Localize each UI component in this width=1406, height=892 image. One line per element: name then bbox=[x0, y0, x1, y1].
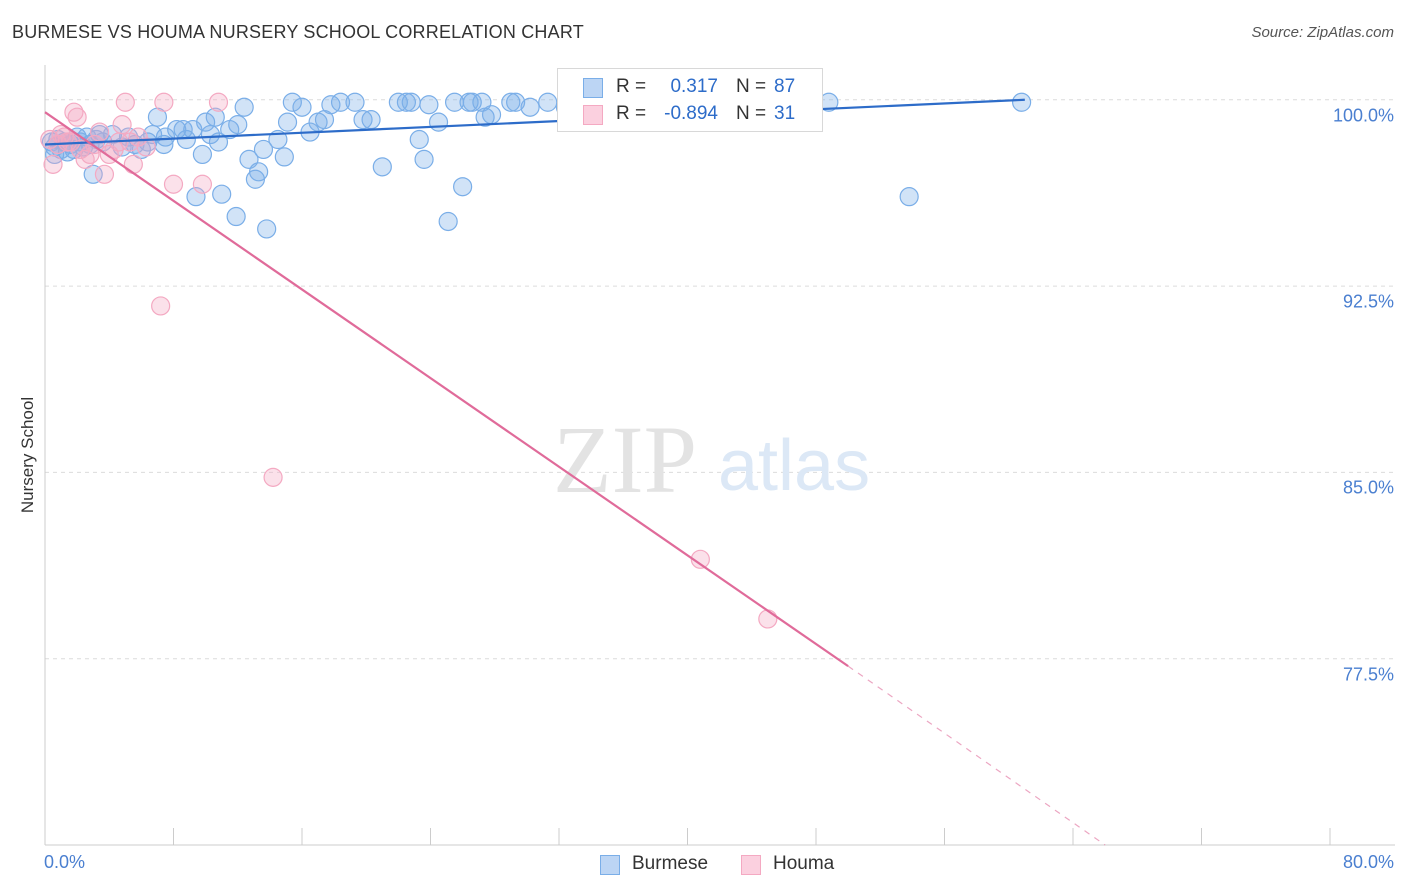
series-houma-points bbox=[40, 92, 778, 629]
point-burmese-32 bbox=[192, 144, 213, 165]
point-burmese-39 bbox=[226, 206, 246, 227]
point-burmese-62 bbox=[396, 92, 417, 112]
point-houma-26 bbox=[163, 174, 184, 194]
watermark: ZIP atlas bbox=[553, 406, 870, 513]
bottom-legend-swatch-burmese bbox=[600, 855, 620, 875]
watermark-atlas: atlas bbox=[718, 426, 870, 506]
point-burmese-79 bbox=[538, 92, 558, 112]
point-houma-13 bbox=[90, 122, 110, 142]
point-burmese-65 bbox=[414, 149, 434, 169]
point-burmese-75 bbox=[481, 105, 502, 125]
point-burmese-58 bbox=[353, 110, 373, 130]
chart-title: BURMESE VS HOUMA NURSERY SCHOOL CORRELAT… bbox=[12, 22, 584, 42]
legend-n-value-houma: 31 bbox=[774, 103, 796, 124]
point-burmese-13 bbox=[83, 164, 103, 184]
point-burmese-70 bbox=[453, 177, 473, 197]
point-burmese-76 bbox=[501, 92, 521, 112]
point-burmese-85 bbox=[1011, 92, 1032, 112]
point-houma-23 bbox=[136, 137, 156, 157]
point-houma-28 bbox=[208, 92, 229, 112]
point-burmese-35 bbox=[205, 107, 225, 127]
legend-swatch-burmese bbox=[583, 78, 603, 98]
point-burmese-49 bbox=[277, 112, 298, 132]
point-houma-9 bbox=[70, 139, 90, 160]
point-burmese-78 bbox=[520, 97, 540, 117]
trend-line-dashed-houma bbox=[847, 665, 1106, 846]
point-burmese-45 bbox=[253, 139, 274, 160]
chart-source: Source: ZipAtlas.com bbox=[1251, 24, 1394, 41]
point-burmese-50 bbox=[282, 92, 302, 112]
x-tick-label-max: 80.0% bbox=[1342, 852, 1394, 872]
point-houma-25 bbox=[154, 92, 174, 112]
bottom-legend-label-burmese: Burmese bbox=[632, 853, 709, 874]
x-tick-label-min: 0.0% bbox=[44, 852, 86, 872]
point-burmese-51 bbox=[292, 97, 312, 117]
point-burmese-72 bbox=[462, 92, 482, 112]
point-houma-1 bbox=[43, 154, 63, 174]
trend-line-houma bbox=[44, 111, 849, 668]
point-burmese-46 bbox=[257, 219, 277, 239]
point-burmese-57 bbox=[345, 92, 365, 112]
legend-r-value-houma: -0.894 bbox=[664, 103, 718, 124]
axes bbox=[44, 65, 1395, 846]
point-burmese-48 bbox=[274, 147, 294, 167]
y-tick-label: 100.0% bbox=[1332, 105, 1394, 126]
point-burmese-40 bbox=[228, 115, 248, 135]
legend-r-value-burmese: 0.317 bbox=[670, 76, 718, 97]
point-burmese-63 bbox=[401, 92, 421, 112]
point-burmese-68 bbox=[438, 211, 458, 232]
point-burmese-64 bbox=[409, 129, 429, 150]
point-houma-31 bbox=[758, 609, 778, 629]
point-houma-18 bbox=[112, 115, 132, 135]
point-burmese-77 bbox=[506, 92, 526, 112]
legend-r-label: R = bbox=[616, 103, 647, 124]
point-burmese-25 bbox=[155, 127, 176, 147]
point-houma-21 bbox=[123, 154, 143, 174]
point-houma-19 bbox=[115, 92, 135, 112]
point-burmese-60 bbox=[372, 157, 392, 177]
point-burmese-44 bbox=[249, 162, 269, 182]
point-houma-27 bbox=[192, 174, 213, 194]
legend-r-label: R = bbox=[616, 76, 647, 97]
point-burmese-34 bbox=[200, 124, 221, 145]
point-burmese-59 bbox=[361, 110, 381, 130]
legend-row-burmese: R = 0.317 N = 87 bbox=[558, 73, 822, 101]
bottom-legend-label-houma: Houma bbox=[773, 853, 835, 874]
y-tick-label: 92.5% bbox=[1342, 291, 1394, 312]
legend-swatch-houma bbox=[583, 105, 603, 125]
watermark-zip: ZIP bbox=[553, 406, 697, 513]
point-houma-11 bbox=[80, 144, 100, 165]
point-burmese-37 bbox=[212, 184, 232, 204]
point-houma-24 bbox=[151, 296, 171, 316]
trend-lines bbox=[44, 98, 1106, 846]
point-burmese-67 bbox=[428, 112, 449, 132]
legend-n-label: N = bbox=[736, 103, 767, 124]
point-houma-29 bbox=[263, 467, 283, 487]
y-tick-label: 77.5% bbox=[1342, 664, 1394, 685]
series-burmese-points bbox=[41, 92, 1032, 239]
bottom-legend-swatch-houma bbox=[741, 855, 761, 875]
point-burmese-33 bbox=[196, 112, 216, 132]
legend-n-value-burmese: 87 bbox=[774, 76, 796, 97]
y-tick-label: 85.0% bbox=[1342, 477, 1394, 498]
point-burmese-66 bbox=[419, 95, 439, 115]
point-burmese-41 bbox=[234, 97, 254, 117]
trend-line-burmese bbox=[44, 98, 1025, 146]
point-houma-8 bbox=[67, 107, 87, 127]
point-burmese-56 bbox=[330, 92, 351, 112]
point-burmese-84 bbox=[899, 187, 919, 207]
point-houma-14 bbox=[94, 164, 115, 184]
legend-row-houma: R = -0.894 N = 31 bbox=[558, 100, 822, 128]
correlation-legend: R = 0.317 N = 87 R = -0.894 N = 31 bbox=[557, 68, 823, 132]
legend-n-label: N = bbox=[736, 76, 767, 97]
point-burmese-31 bbox=[186, 187, 206, 207]
